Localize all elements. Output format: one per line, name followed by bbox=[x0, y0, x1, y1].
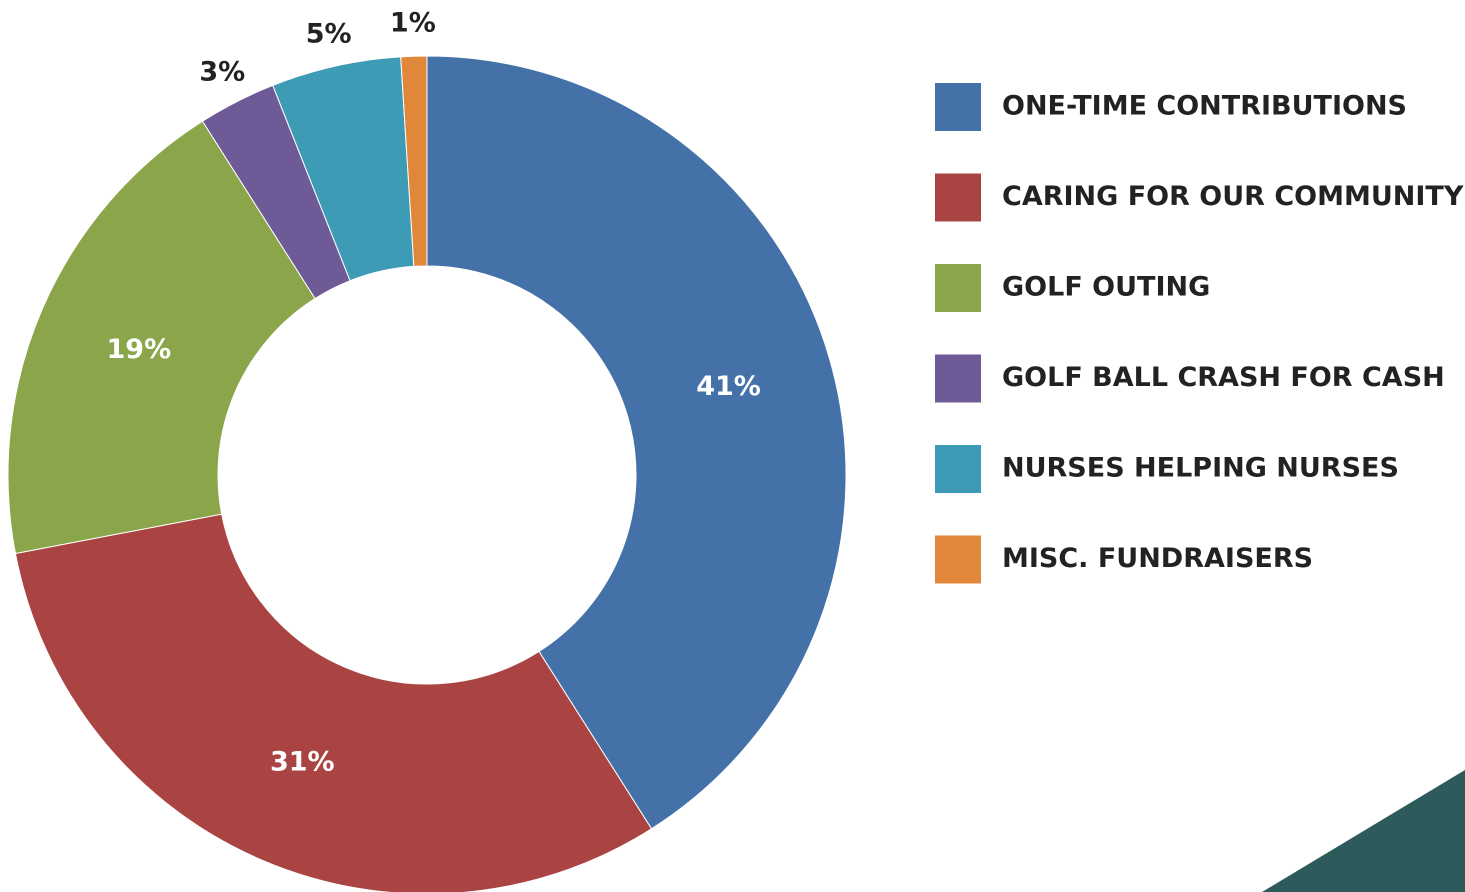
slice bbox=[7, 120, 316, 555]
legend-swatch bbox=[935, 535, 981, 584]
value-label: 41% bbox=[696, 371, 761, 402]
legend-swatch bbox=[935, 173, 981, 222]
legend-label: NURSES HELPING NURSES bbox=[1002, 453, 1399, 484]
legend-label: CARING FOR OUR COMMUNITY bbox=[1002, 181, 1464, 212]
value-label: 19% bbox=[107, 334, 172, 365]
legend-swatch bbox=[935, 354, 981, 403]
legend-swatch bbox=[935, 83, 981, 131]
value-label: 31% bbox=[270, 747, 335, 778]
value-labels: 41% 31% 19% 3% 5% 1% bbox=[107, 8, 761, 778]
legend-swatch bbox=[935, 445, 981, 493]
value-label: 5% bbox=[306, 18, 352, 49]
legend: ONE-TIME CONTRIBUTIONS CARING FOR OUR COM… bbox=[935, 83, 1464, 584]
decoration bbox=[1262, 770, 1465, 892]
value-label: 1% bbox=[390, 8, 436, 39]
value-label: 3% bbox=[199, 57, 245, 88]
legend-swatch bbox=[935, 264, 981, 312]
slice bbox=[400, 55, 428, 267]
legend-label: ONE-TIME CONTRIBUTIONS bbox=[1002, 91, 1407, 122]
donut bbox=[7, 55, 847, 892]
legend-label: MISC. FUNDRAISERS bbox=[1002, 543, 1313, 574]
slice bbox=[14, 513, 653, 892]
legend-label: GOLF OUTING bbox=[1002, 272, 1210, 303]
slice bbox=[426, 55, 847, 830]
legend-label: GOLF BALL CRASH FOR CASH bbox=[1002, 362, 1445, 393]
